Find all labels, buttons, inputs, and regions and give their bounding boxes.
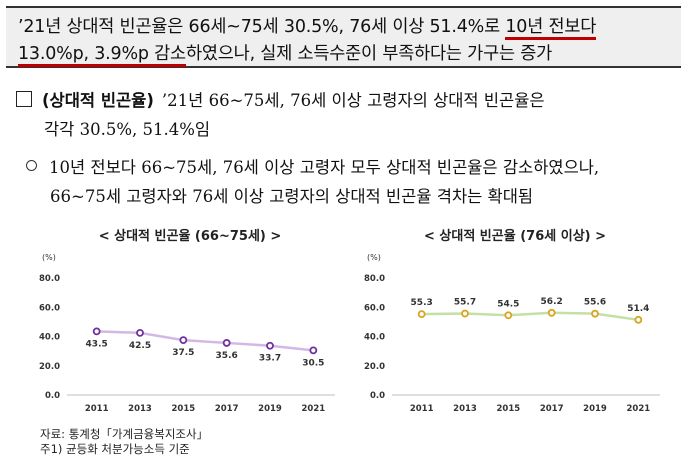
data-label: 55.6 xyxy=(584,298,606,308)
x-tick-label: 2021 xyxy=(301,404,325,414)
y-tick-label: 0.0 xyxy=(370,391,385,401)
data-point xyxy=(266,341,274,350)
data-label: 43.5 xyxy=(86,339,108,349)
y-tick-label: 0.0 xyxy=(45,391,60,401)
data-point xyxy=(634,315,643,324)
y-unit-label: (%) xyxy=(42,253,56,262)
x-tick-label: 2019 xyxy=(258,404,282,414)
x-tick-label: 2019 xyxy=(583,404,607,414)
data-point xyxy=(179,336,188,345)
series-line xyxy=(96,330,314,352)
source-note: 자료: 통계청「가계금융복지조사」 주1) 균등화 처분가능소득 기준 xyxy=(40,427,208,457)
footnote-line: 주1) 균등화 처분가능소득 기준 xyxy=(40,442,190,456)
summary-line-2: 13.0%p, 3.9%p 감소하였으나, 실제 소득수준이 부족하다는 가구는… xyxy=(18,41,669,68)
chart-title-66-75: < 상대적 빈곤율 (66~75세) > xyxy=(98,229,282,244)
bullet-point: 10년 전보다 66~75세, 76세 이상 고령자 모두 상대적 빈곤율은 감… xyxy=(26,153,686,211)
section-heading: (상대적 빈곤율) ’21년 66~75세, 76세 이상 고령자의 상대적 빈곤… xyxy=(16,86,681,144)
data-point xyxy=(504,311,513,320)
data-label: 54.5 xyxy=(497,299,519,309)
y-tick-label: 60.0 xyxy=(364,303,385,313)
x-tick-label: 2013 xyxy=(453,404,477,414)
data-label: 56.2 xyxy=(541,297,563,307)
x-tick-label: 2013 xyxy=(128,404,152,414)
x-tick-label: 2011 xyxy=(85,404,109,414)
data-label: 55.7 xyxy=(454,298,476,308)
bullet-text-1: 10년 전보다 66~75세, 76세 이상 고령자 모두 상대적 빈곤율은 감… xyxy=(49,158,600,177)
y-tick-label: 40.0 xyxy=(364,333,385,343)
data-label: 55.3 xyxy=(411,298,433,308)
data-point xyxy=(417,310,426,319)
data-point xyxy=(136,328,144,337)
y-unit-label: (%) xyxy=(367,253,381,262)
data-point xyxy=(309,346,318,355)
y-tick-label: 80.0 xyxy=(364,274,385,284)
data-point xyxy=(461,309,469,318)
chart-title-76-plus: < 상대적 빈곤율 (76세 이상) > xyxy=(423,229,607,244)
data-point xyxy=(547,308,556,317)
source-line: 자료: 통계청「가계금융복지조사」 xyxy=(40,427,209,441)
heading-text-1: ’21년 66~75세, 76세 이상 고령자의 상대적 빈곤율은 xyxy=(161,91,545,110)
x-tick-label: 2011 xyxy=(410,404,434,414)
data-label: 30.5 xyxy=(302,358,324,368)
summary-text-2b: 하였으나, 실제 소득수준이 부족하다는 가구는 증가 xyxy=(185,44,553,64)
x-tick-label: 2015 xyxy=(171,404,195,414)
heading-text-2: 각각 30.5%, 51.4%임 xyxy=(44,120,211,139)
bullet-text-2: 66~75세 고령자와 76세 이상 고령자의 상대적 빈곤율 격차는 확대됨 xyxy=(50,187,534,206)
y-tick-label: 20.0 xyxy=(364,362,385,372)
y-tick-label: 60.0 xyxy=(39,303,60,313)
y-tick-label: 20.0 xyxy=(39,362,60,372)
data-point xyxy=(222,339,231,347)
heading-title: (상대적 빈곤율) xyxy=(42,91,154,110)
chart-76-plus: (%) 0.0 20.0 40.0 60.0 80.0 2011 2013 2015 2017 20… xyxy=(364,253,660,414)
data-label: 33.7 xyxy=(259,354,281,364)
data-label: 37.5 xyxy=(172,348,194,358)
x-tick-label: 2015 xyxy=(496,404,520,414)
data-point xyxy=(591,309,599,318)
data-label: 51.4 xyxy=(627,304,649,314)
y-tick-label: 80.0 xyxy=(39,274,60,284)
summary-text-1a: ’21년 상대적 빈곤율은 66세~75세 30.5%, 76세 이상 51.4… xyxy=(18,17,506,37)
circle-bullet-icon xyxy=(26,160,37,171)
x-tick-label: 2021 xyxy=(626,404,650,414)
summary-highlight-1: 10년 전보다 xyxy=(505,17,596,40)
data-label: 42.5 xyxy=(129,341,151,351)
series-line xyxy=(421,311,639,322)
x-tick-label: 2017 xyxy=(215,404,239,414)
y-tick-label: 40.0 xyxy=(39,333,60,343)
data-label: 35.6 xyxy=(216,351,238,361)
x-tick-label: 2017 xyxy=(540,404,564,414)
summary-box: ’21년 상대적 빈곤율은 66세~75세 30.5%, 76세 이상 51.4… xyxy=(6,6,681,68)
checkbox-icon xyxy=(16,91,32,107)
data-point xyxy=(92,327,101,336)
summary-line-1: ’21년 상대적 빈곤율은 66세~75세 30.5%, 76세 이상 51.4… xyxy=(18,14,669,41)
summary-highlight-2: 13.0%p, 3.9%p 감소 xyxy=(18,44,186,67)
chart-66-75: (%) 0.0 20.0 40.0 60.0 80.0 2011 2013 2015 2017 20… xyxy=(39,253,335,414)
